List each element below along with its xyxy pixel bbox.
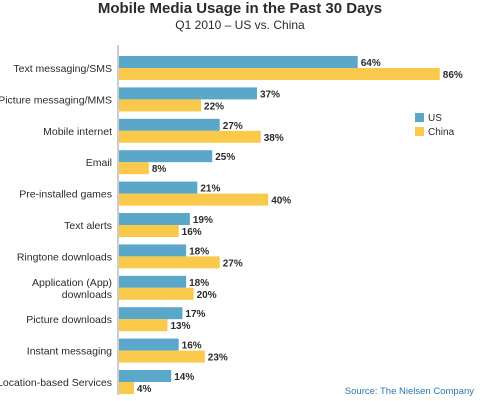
bar-us (119, 275, 187, 288)
category-label: Application (App) (32, 277, 112, 289)
category-label: Pre-installed games (19, 189, 112, 201)
category-label: Ringtone downloads (17, 251, 112, 263)
category-label: Picture downloads (26, 314, 112, 326)
data-label-us: 25% (215, 152, 235, 163)
bar-us (119, 213, 190, 225)
bar-us (119, 87, 258, 100)
bar-china (119, 193, 269, 206)
bar-us (119, 244, 187, 257)
data-label-us: 16% (182, 341, 202, 352)
data-label-us: 27% (223, 121, 243, 132)
bar-us (119, 370, 172, 382)
data-label-china: 22% (204, 101, 224, 112)
data-label-us: 37% (260, 89, 280, 100)
chart-subtitle: Q1 2010 – US vs. China (175, 18, 305, 32)
category-label: Picture messaging/MMS (0, 94, 112, 106)
category-label: Location-based Services (0, 377, 112, 389)
legend-label-us: US (428, 113, 442, 124)
bar-us (119, 56, 358, 68)
data-label-china: 27% (223, 258, 243, 269)
bar-us (119, 181, 198, 194)
bar-us (119, 338, 179, 351)
data-label-china: 38% (264, 133, 284, 144)
category-label: Instant messaging (27, 346, 112, 358)
category-label: Email (86, 157, 112, 169)
data-label-us: 19% (193, 215, 213, 226)
source-note: Source: The Nielsen Company (345, 386, 474, 397)
bar-china (119, 130, 261, 143)
bar-china (119, 287, 194, 300)
category-label: Mobile internet (43, 126, 112, 138)
data-label-china: 4% (137, 384, 152, 395)
data-label-us: 64% (361, 58, 381, 69)
data-label-china: 16% (182, 227, 202, 238)
bar-china (119, 68, 440, 80)
data-label-china: 13% (170, 321, 190, 332)
data-label-china: 86% (443, 70, 463, 81)
data-label-china: 8% (152, 164, 167, 175)
bar-china (119, 256, 220, 269)
bar-us (119, 150, 213, 163)
legend-swatch-us (415, 113, 424, 122)
bar-us (119, 118, 220, 131)
data-label-us: 17% (185, 309, 205, 320)
category-label: Text messaging/SMS (13, 63, 112, 75)
bar-china (119, 162, 149, 175)
data-label-us: 18% (189, 246, 209, 257)
chart-title: Mobile Media Usage in the Past 30 Days (97, 0, 383, 17)
legend-label-china: China (428, 127, 455, 138)
legend-swatch-china (415, 127, 424, 136)
data-label-china: 20% (197, 290, 217, 301)
bar-china (119, 99, 202, 112)
data-label-china: 23% (208, 353, 228, 364)
bar-china (119, 382, 134, 394)
bar-us (119, 307, 183, 320)
bar-china (119, 350, 205, 363)
category-label: downloads (62, 289, 112, 301)
bar-china (119, 319, 168, 332)
data-label-china: 40% (271, 196, 291, 207)
data-label-us: 14% (174, 372, 194, 383)
bar-china (119, 225, 179, 237)
data-label-us: 18% (189, 278, 209, 289)
category-label: Text alerts (64, 220, 112, 232)
data-label-us: 21% (200, 184, 220, 195)
